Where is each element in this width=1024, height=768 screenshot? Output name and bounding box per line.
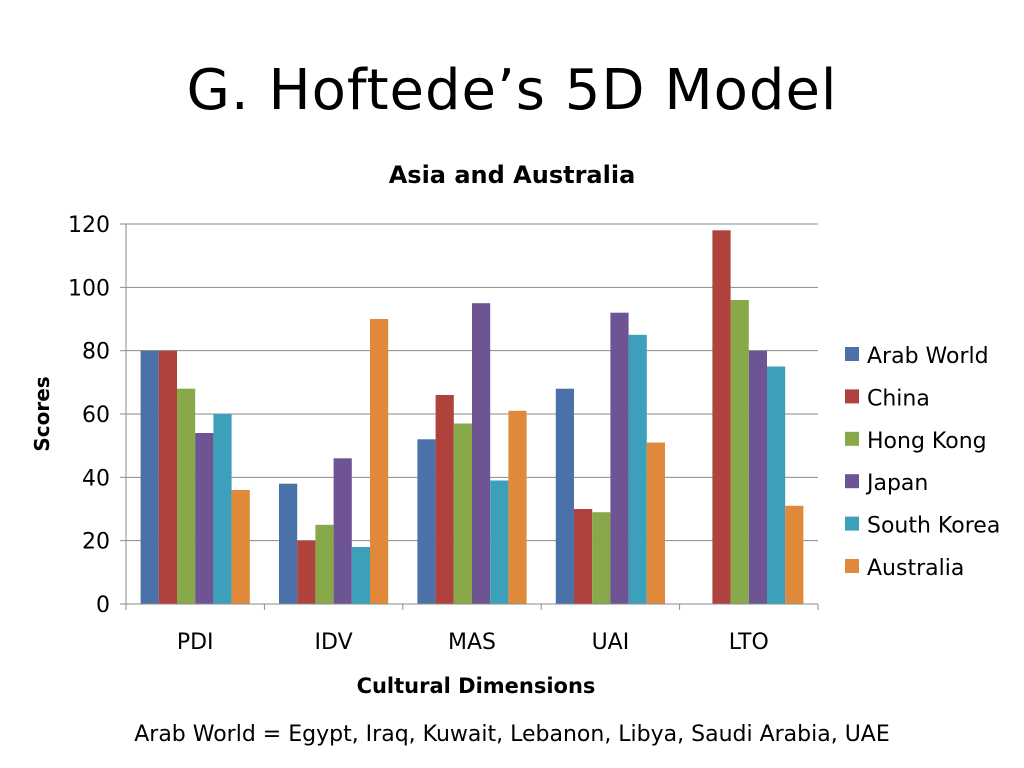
bar-south-korea-mas xyxy=(490,480,509,604)
x-tick-label: MAS xyxy=(448,630,496,655)
bar-japan-pdi xyxy=(195,433,214,604)
axes xyxy=(125,224,819,610)
bar-japan-lto xyxy=(748,350,767,604)
legend-swatch xyxy=(845,559,859,573)
bar-china-pdi xyxy=(158,350,177,604)
bar-hong-kong-lto xyxy=(730,300,749,604)
bar-hong-kong-idv xyxy=(315,524,334,604)
x-tick-labels: PDI IDV MAS UAI LTO xyxy=(177,630,769,655)
legend-label: China xyxy=(867,386,930,411)
bar-australia-lto xyxy=(785,505,804,604)
legend-label: Japan xyxy=(865,471,928,496)
y-tick-labels: 0 20 40 60 80 100 120 xyxy=(68,213,110,618)
y-tick-label: 80 xyxy=(82,340,110,365)
x-tick-label: PDI xyxy=(177,630,214,655)
bar-arab-world-mas xyxy=(417,439,436,604)
x-tick-label: IDV xyxy=(315,630,353,655)
legend-swatch xyxy=(845,431,859,446)
footnote: Arab World = Egypt, Iraq, Kuwait, Lebano… xyxy=(134,722,890,747)
bar-china-mas xyxy=(435,395,454,604)
y-tick-label: 100 xyxy=(68,276,110,301)
bar-south-korea-lto xyxy=(767,366,786,604)
bar-hong-kong-uai xyxy=(592,512,611,604)
bar-australia-uai xyxy=(646,442,665,604)
bar-south-korea-uai xyxy=(628,334,647,604)
y-tick-label: 20 xyxy=(82,530,110,555)
bar-hong-kong-mas xyxy=(453,423,472,604)
legend-swatch xyxy=(845,389,859,404)
bar-arab-world-uai xyxy=(555,388,574,604)
legend: Arab World China Hong Kong Japan South Korea… xyxy=(845,344,1000,581)
legend-label: Hong Kong xyxy=(867,429,987,454)
chart-title: Asia and Australia xyxy=(389,161,636,189)
y-tick-label: 60 xyxy=(82,403,110,428)
bars xyxy=(140,230,804,605)
bar-arab-world-idv xyxy=(279,483,298,604)
legend-label: Arab World xyxy=(867,344,989,369)
legend-swatch xyxy=(845,474,859,489)
bar-australia-pdi xyxy=(231,490,250,604)
y-tick-label: 40 xyxy=(82,466,110,491)
x-tick-label: UAI xyxy=(592,630,630,655)
y-tick-label: 0 xyxy=(96,593,110,618)
x-tick-label: LTO xyxy=(729,630,769,655)
x-axis-label: Cultural Dimensions xyxy=(357,674,596,698)
bar-hong-kong-pdi xyxy=(177,388,196,604)
legend-swatch xyxy=(845,516,859,531)
bar-china-uai xyxy=(574,509,593,604)
bar-japan-uai xyxy=(610,312,629,604)
bar-china-idv xyxy=(297,540,316,604)
slide-title: G. Hoftede’s 5D Model xyxy=(186,58,838,123)
y-axis-label: Scores xyxy=(30,376,54,451)
legend-swatch xyxy=(845,347,859,361)
legend-label: Australia xyxy=(867,556,964,581)
bar-australia-mas xyxy=(508,410,527,604)
y-tick-label: 120 xyxy=(68,213,110,238)
bar-south-korea-pdi xyxy=(213,414,232,604)
legend-label: South Korea xyxy=(867,514,1000,539)
bar-japan-idv xyxy=(333,458,352,604)
bar-australia-idv xyxy=(370,319,389,604)
bar-china-lto xyxy=(712,230,731,605)
bar-south-korea-idv xyxy=(351,547,370,604)
bar-japan-mas xyxy=(472,303,491,604)
bar-arab-world-pdi xyxy=(140,350,159,604)
